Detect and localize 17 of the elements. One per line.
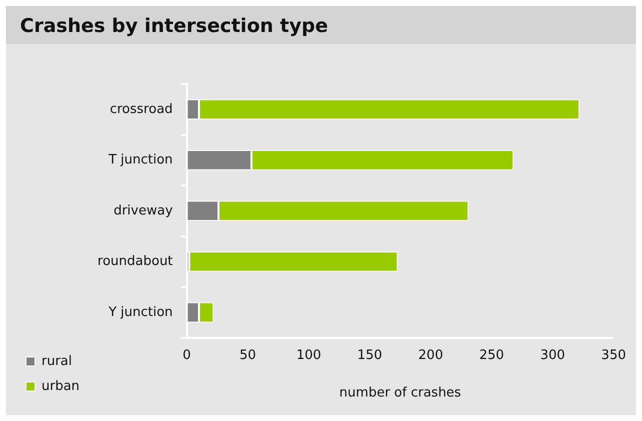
- legend-label: rural: [42, 354, 72, 369]
- y-tick-label: crossroad: [110, 102, 173, 117]
- legend-label: urban: [42, 378, 80, 394]
- x-tick-label: 350: [601, 348, 626, 363]
- x-tick-label: 100: [296, 348, 322, 363]
- y-tick-label: T junction: [108, 152, 173, 168]
- x-tick-label: 50: [239, 348, 256, 363]
- x-tick-label: 0: [182, 348, 191, 363]
- chart-title: Crashes by intersection type: [6, 6, 636, 44]
- x-tick-label: 200: [418, 348, 444, 363]
- x-axis-title: number of crashes: [339, 386, 462, 401]
- x-tick-label: 250: [479, 348, 504, 363]
- y-tick-label: driveway: [114, 203, 174, 218]
- y-tick-label: roundabout: [98, 254, 173, 270]
- x-tick-label: 150: [357, 348, 382, 363]
- x-tick-label: 300: [540, 348, 566, 363]
- y-tick-label: Y junction: [108, 304, 173, 320]
